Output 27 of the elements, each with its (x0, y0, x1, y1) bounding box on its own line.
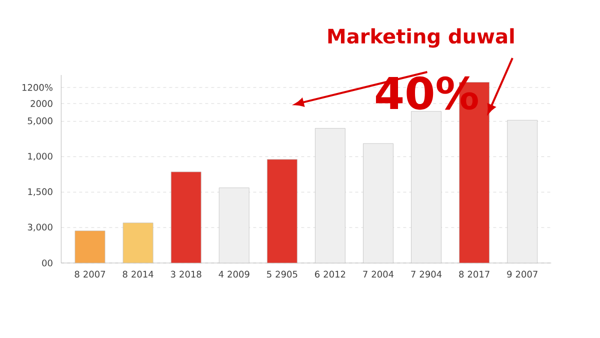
text: 1,000 (28, 152, 52, 161)
bar (315, 128, 346, 264)
text: Marketing duwal (328, 28, 514, 48)
bar (411, 111, 442, 264)
bar (122, 222, 154, 264)
bar (74, 230, 106, 264)
x-tick-label: 7 2004 (363, 270, 394, 278)
x-tick-label: 4 2009 (218, 270, 250, 278)
x-tick-label: 8 2014 (122, 270, 154, 278)
text: 2000 (30, 100, 52, 107)
x-tick-label: 3 2018 (170, 270, 202, 278)
text: 1,500 (28, 188, 52, 196)
x-tick-label: 5 2905 (267, 270, 298, 278)
bar (266, 159, 298, 264)
x-tick-label: 9 2007 (507, 270, 538, 278)
bar (507, 120, 538, 264)
text: 5,000 (28, 117, 52, 126)
text: 3,000 (28, 224, 52, 232)
x-tick-label: 7 2904 (411, 270, 442, 278)
bar (363, 143, 394, 264)
bar (218, 188, 250, 264)
text: 00 (42, 260, 52, 266)
x-tick-label: 8 2017 (459, 270, 490, 278)
bar (170, 172, 202, 264)
text: 1200% (22, 84, 52, 91)
x-tick-label: 6 2012 (315, 270, 346, 278)
x-tick-label: 8 2007 (74, 270, 106, 278)
